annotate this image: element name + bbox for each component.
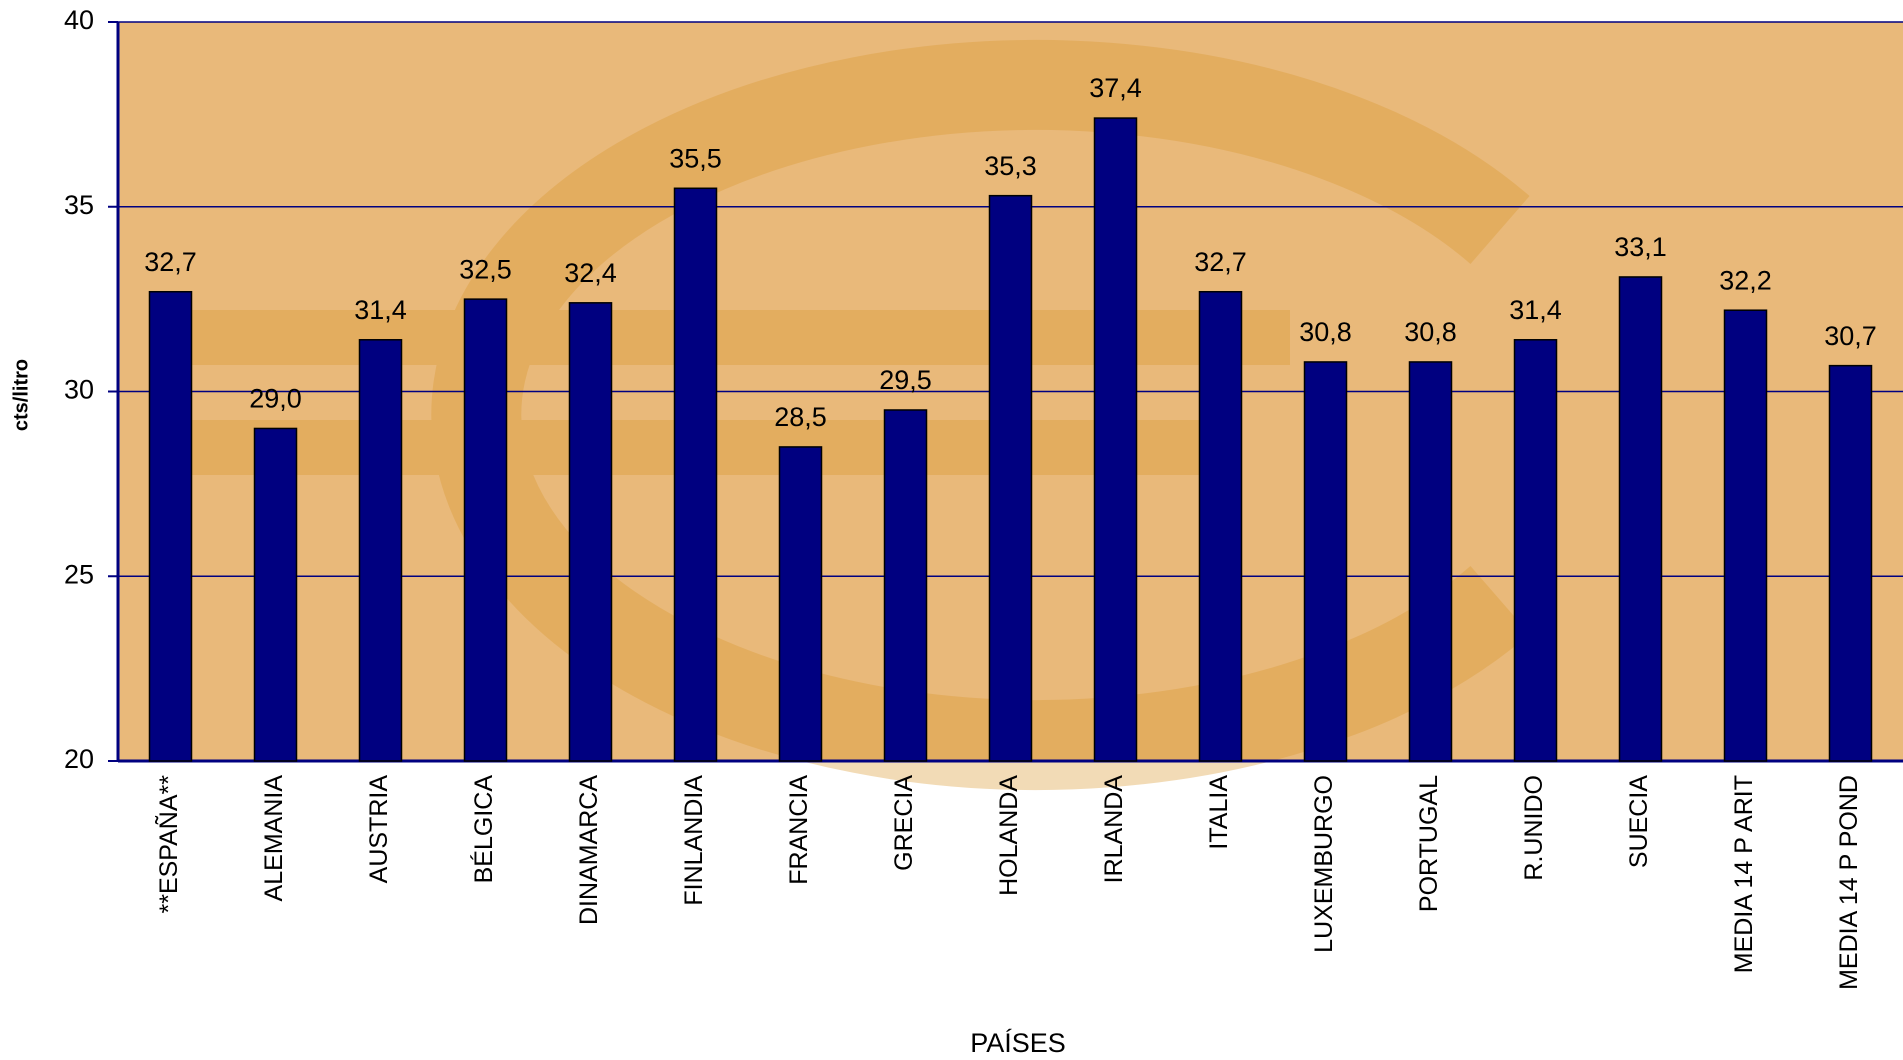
y-tick-label: 25 bbox=[64, 559, 94, 589]
bar bbox=[568, 302, 613, 762]
value-label: 32,4 bbox=[564, 258, 617, 288]
value-label: 32,2 bbox=[1719, 265, 1772, 295]
x-tick-label: GRECIA bbox=[890, 775, 918, 871]
x-tick-label: **ESPAÑA** bbox=[154, 775, 183, 914]
bar bbox=[1198, 290, 1243, 762]
x-tick-label: PORTUGAL bbox=[1415, 775, 1443, 912]
x-tick-label: MEDIA 14 P ARIT bbox=[1730, 775, 1758, 973]
bar bbox=[148, 290, 193, 762]
y-tick-label: 40 bbox=[64, 5, 94, 35]
x-tick-label: AUSTRIA bbox=[365, 775, 393, 884]
bar bbox=[778, 446, 823, 762]
value-label: 30,8 bbox=[1299, 317, 1352, 347]
bar bbox=[253, 427, 298, 762]
value-label: 28,5 bbox=[774, 402, 827, 432]
value-label: 30,8 bbox=[1404, 317, 1457, 347]
x-tick-label: FRANCIA bbox=[785, 775, 813, 885]
bar bbox=[883, 409, 928, 762]
x-tick-label: FINLANDIA bbox=[680, 775, 708, 906]
bar bbox=[673, 187, 718, 762]
value-label: 37,4 bbox=[1089, 73, 1142, 103]
y-tick-label: 30 bbox=[64, 375, 94, 405]
x-tick-label: IRLANDA bbox=[1100, 775, 1128, 884]
value-label: 33,1 bbox=[1614, 232, 1667, 262]
value-label: 30,7 bbox=[1824, 321, 1877, 351]
bar bbox=[988, 194, 1033, 762]
bar bbox=[1828, 364, 1873, 762]
value-label: 32,7 bbox=[144, 247, 197, 277]
y-tick-label: 35 bbox=[64, 190, 94, 220]
x-tick-label: BÉLGICA bbox=[469, 775, 498, 884]
value-label: 35,5 bbox=[669, 143, 722, 173]
x-tick-label: MEDIA 14 P POND bbox=[1835, 775, 1863, 990]
value-label: 29,0 bbox=[249, 384, 302, 414]
y-tick-label: 20 bbox=[64, 744, 94, 774]
x-tick-label: SUECIA bbox=[1625, 775, 1653, 868]
x-tick-label: ITALIA bbox=[1205, 775, 1233, 850]
x-tick-label: LUXEMBURGO bbox=[1310, 775, 1338, 953]
value-label: 31,4 bbox=[1509, 295, 1562, 325]
bar bbox=[1513, 339, 1558, 762]
value-label: 32,7 bbox=[1194, 247, 1247, 277]
bar bbox=[1618, 276, 1663, 762]
bar bbox=[463, 298, 508, 762]
x-tick-label: HOLANDA bbox=[995, 775, 1023, 896]
bar bbox=[358, 339, 403, 762]
value-label: 31,4 bbox=[354, 295, 407, 325]
value-label: 35,3 bbox=[984, 151, 1037, 181]
x-tick-label: ALEMANIA bbox=[260, 775, 288, 902]
x-axis-title: PAÍSES bbox=[970, 1028, 1066, 1058]
value-label: 32,5 bbox=[459, 254, 512, 284]
bar bbox=[1408, 361, 1453, 762]
y-axis-title: cts/litro bbox=[10, 359, 32, 431]
value-label: 29,5 bbox=[879, 365, 932, 395]
bar bbox=[1093, 117, 1138, 762]
x-tick-label: DINAMARCA bbox=[575, 775, 603, 925]
bar bbox=[1723, 309, 1768, 762]
bar bbox=[1303, 361, 1348, 762]
x-tick-label: R.UNIDO bbox=[1520, 775, 1548, 881]
